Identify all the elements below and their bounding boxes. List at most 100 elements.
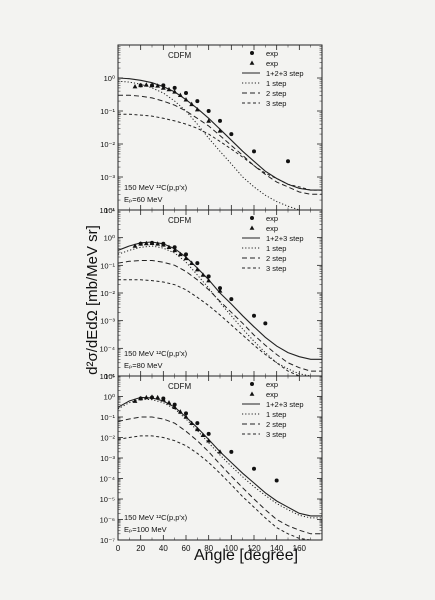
exp-point-circle: [229, 132, 234, 137]
y-tick-label: 10⁻⁵: [100, 495, 115, 504]
reaction-label: 150 MeV ¹²C(p,p'x): [124, 349, 188, 358]
exp-point-circle: [274, 478, 279, 483]
exp-point-circle: [286, 159, 290, 164]
exp-point-circle: [252, 149, 256, 154]
y-tick-label: 10⁻³: [100, 454, 115, 463]
exp-point-triangle: [143, 82, 149, 87]
x-tick-label: 140: [270, 544, 284, 553]
legend-label: exp: [266, 214, 278, 223]
exp-point-triangle: [143, 240, 149, 246]
y-tick-label: 10¹: [104, 206, 115, 215]
exp-point-triangle: [200, 272, 206, 277]
exp-point-triangle: [155, 394, 161, 400]
exp-point-triangle: [172, 404, 178, 410]
y-tick-label: 10⁻¹: [100, 107, 115, 116]
exp-point-triangle: [132, 243, 138, 248]
exp-point-triangle: [132, 83, 138, 89]
exp-point-triangle: [189, 420, 195, 425]
exp-point-circle: [184, 252, 188, 257]
y-tick-label: 10⁻¹: [100, 413, 115, 422]
x-tick-label: 160: [293, 544, 307, 553]
legend-label: 1+2+3 step: [266, 234, 304, 243]
exp-point-triangle: [217, 449, 223, 454]
exp-point-circle: [252, 313, 256, 318]
x-tick-label: 0: [116, 544, 121, 553]
panel-title: CDFM: [168, 51, 191, 60]
energy-label: Eₚ=60 MeV: [124, 195, 162, 204]
y-tick-label: 10⁰: [104, 393, 115, 402]
x-axis-label: Angle [degree]: [194, 547, 298, 564]
exp-point-circle: [161, 83, 166, 88]
exp-point-triangle: [138, 241, 144, 246]
exp-point-circle: [206, 109, 211, 113]
legend-label: 2 step: [266, 420, 286, 429]
legend-label: 1 step: [266, 79, 286, 88]
x-tick-label: 40: [159, 544, 168, 553]
exp-point-circle: [252, 466, 256, 471]
exp-point-triangle: [206, 438, 212, 443]
x-tick-label: 80: [204, 544, 213, 553]
exp-point-triangle: [194, 426, 200, 432]
curve-shortdash: [118, 113, 322, 191]
legend-label: exp: [266, 224, 278, 233]
exp-point-triangle: [155, 83, 161, 88]
exp-point-triangle: [172, 247, 178, 253]
exp-point-triangle: [166, 400, 172, 405]
y-tick-label: 10⁻⁵: [100, 372, 115, 381]
y-tick-label: 10⁻⁴: [99, 344, 115, 353]
exp-point-triangle: [183, 255, 189, 261]
exp-point-triangle: [160, 242, 166, 247]
legend-label: 3 step: [266, 99, 286, 108]
y-tick-label: 10⁻²: [100, 434, 115, 443]
legend-label: exp: [266, 390, 278, 399]
curve-dashed: [118, 260, 322, 372]
x-tick-label: 60: [182, 544, 191, 553]
y-tick-label: 10⁻⁴: [99, 206, 115, 215]
y-tick-label: 10¹: [104, 372, 115, 381]
y-tick-label: 10⁰: [104, 234, 115, 243]
legend-label: 3 step: [266, 430, 286, 439]
x-tick-label: 20: [136, 544, 145, 553]
legend-marker-triangle: [249, 60, 255, 65]
legend-label: exp: [266, 380, 278, 389]
exp-point-triangle: [160, 397, 166, 402]
panel-title: CDFM: [168, 382, 191, 391]
exp-point-triangle: [138, 82, 144, 88]
exp-point-circle: [172, 245, 177, 250]
exp-point-triangle: [183, 97, 189, 102]
panel-3: 10⁻⁷ 10⁻⁶ 10⁻⁵ 10⁻⁴ 10⁻³ 10⁻² 10⁻¹ 10⁰ 10¹ 0 20 40 6…: [99, 372, 323, 553]
y-axis-label: d²σ/dEdΩ [mb/MeV sr]: [84, 225, 101, 375]
legend-marker-triangle: [249, 391, 255, 396]
curve-dashed: [118, 416, 322, 535]
exp-point-triangle: [177, 251, 183, 257]
y-tick-label: 10⁻⁷: [100, 536, 115, 545]
y-tick-label: 10⁻²: [100, 289, 115, 298]
y-tick-label: 10⁻²: [100, 140, 115, 149]
energy-label: Eₚ=80 MeV: [124, 361, 162, 370]
legend-marker-circle: [250, 382, 254, 386]
legend-marker-triangle: [249, 225, 255, 230]
legend-label: 1+2+3 step: [266, 69, 304, 78]
exp-point-circle: [184, 91, 188, 96]
exp-point-triangle: [172, 89, 178, 94]
curve-dotted: [118, 398, 322, 519]
legend-label: 2 step: [266, 89, 286, 98]
curve-dotted: [118, 80, 304, 210]
legend-label: 1+2+3 step: [266, 400, 304, 409]
y-tick-label: 10⁻³: [100, 317, 115, 326]
legend-label: 2 step: [266, 254, 286, 263]
y-tick-label: 10⁻⁶: [100, 516, 115, 525]
legend-marker-circle: [250, 51, 254, 55]
exp-point-triangle: [149, 240, 155, 246]
x-tick-label: 100: [225, 544, 239, 553]
exp-point-circle: [206, 274, 211, 279]
exp-point-triangle: [143, 394, 149, 400]
exp-point-circle: [195, 261, 200, 266]
exp-point-triangle: [149, 394, 155, 399]
curve-dashed: [118, 94, 322, 195]
exp-point-circle: [195, 99, 200, 104]
